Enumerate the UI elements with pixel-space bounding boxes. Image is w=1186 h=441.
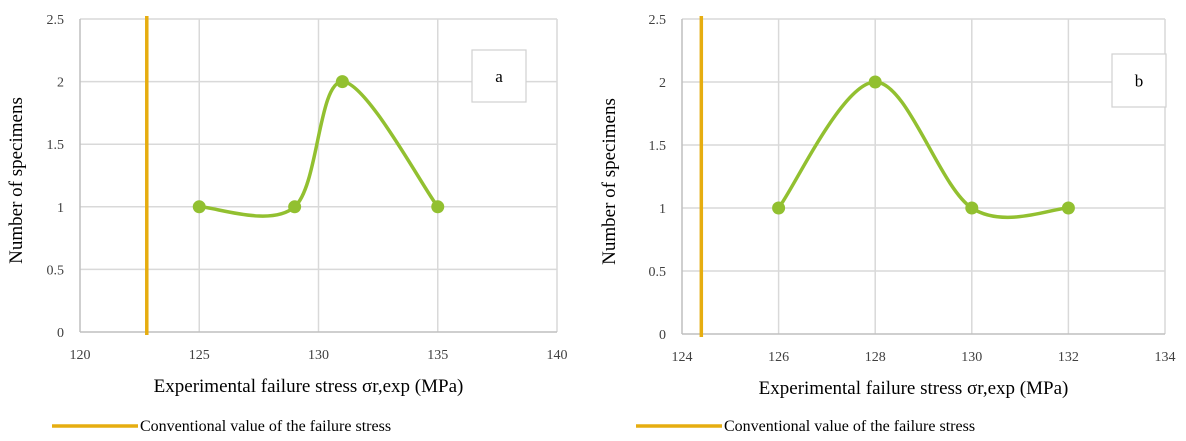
data-point	[192, 200, 206, 214]
y-tick-label: 2.5	[47, 13, 65, 28]
data-point	[868, 75, 882, 89]
y-tick-label: 1	[659, 202, 666, 217]
y-axis-title: Number of specimens	[6, 97, 27, 264]
x-tick-label: 130	[961, 350, 982, 365]
y-tick-label: 1.5	[47, 138, 65, 153]
y-tick-label: 0	[659, 328, 666, 343]
data-point	[288, 200, 302, 214]
chart-b-svg: 124 126 128 130 132 134 0 0.5 1 1.5 2 2.5 Experiment…	[599, 13, 1176, 435]
x-tick-label: 135	[427, 348, 448, 363]
x-tick-label: 126	[768, 350, 789, 365]
y-tick-label: 0	[57, 326, 64, 341]
chart-panel-b: 124 126 128 130 132 134 0 0.5 1 1.5 2 2.5 Experiment…	[593, 0, 1186, 441]
y-axis-title: Number of specimens	[599, 98, 620, 265]
x-axis-title: Experimental failure stress σr,exp (MPa)	[154, 376, 464, 397]
x-tick-label: 130	[308, 348, 329, 363]
series-line	[199, 79, 440, 218]
panel-label: a	[495, 67, 503, 86]
data-point	[965, 201, 979, 215]
y-tick-label: 2	[57, 76, 64, 91]
legend-label: Conventional value of the failure stress	[724, 418, 975, 435]
x-tick-label: 125	[189, 348, 210, 363]
x-tick-label: 120	[70, 348, 91, 363]
x-tick-label: 124	[672, 350, 693, 365]
panel-label: b	[1135, 72, 1144, 91]
data-point	[431, 200, 445, 214]
y-tick-label: 0.5	[649, 265, 667, 280]
x-tick-label: 132	[1058, 350, 1079, 365]
x-axis-title: Experimental failure stress σr,exp (MPa)	[759, 378, 1069, 399]
x-tick-label: 134	[1155, 350, 1176, 365]
x-tick-label: 140	[547, 348, 568, 363]
data-point	[772, 201, 786, 215]
panel-label-box	[1111, 53, 1167, 108]
legend-label: Conventional value of the failure stress	[140, 418, 391, 435]
y-tick-label: 2.5	[649, 13, 667, 28]
chart-panel-a: 120 125 130 135 140 0 0.5 1 1.5 2 2.5 Experimental …	[6, 13, 568, 435]
data-point	[335, 75, 349, 89]
chart-a-svg: 120 125 130 135 140 0 0.5 1 1.5 2 2.5 Experimental …	[6, 13, 568, 435]
y-tick-label: 2	[659, 76, 666, 91]
panel-label-box	[471, 49, 527, 103]
series-line	[777, 80, 1069, 220]
y-tick-label: 1.5	[649, 139, 667, 154]
y-tick-label: 1	[57, 201, 64, 216]
x-tick-label: 128	[865, 350, 886, 365]
y-tick-label: 0.5	[47, 263, 65, 278]
data-point	[1061, 201, 1075, 215]
